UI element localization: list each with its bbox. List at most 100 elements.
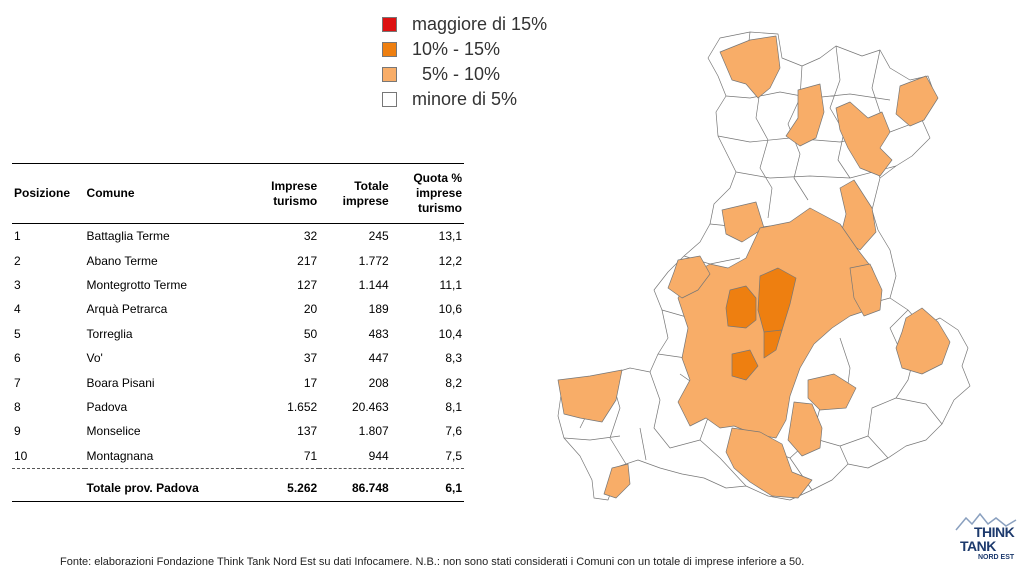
table-row: 4 Arquà Petrarca 20 189 10,6 [12, 297, 464, 321]
legend-item-under-5: minore di 5% [382, 87, 547, 112]
cell-total-blank [12, 474, 85, 502]
cell-comune: Padova [86, 399, 128, 414]
table-header-row: Posizione Comune Imprese turismo Totale … [12, 163, 464, 224]
cell-comune: Torreglia [86, 326, 133, 341]
legend-item-5-10: 5% - 10% [382, 62, 547, 87]
cell-comune: Arquà Petrarca [86, 302, 168, 317]
cell-posizione: 6 [14, 351, 21, 366]
source-note: Fonte: elaborazioni Fondazione Think Tan… [60, 556, 805, 568]
comune-medium [807, 373, 857, 411]
cell-quota: 8,3 [445, 351, 462, 366]
table-row: 3 Montegrotto Terme 127 1.144 11,1 [12, 273, 464, 297]
header-imprese-turismo: Imprese turismo [239, 164, 319, 224]
cell-quota: 12,2 [438, 253, 462, 268]
cell-imprese-turismo: 1.652 [287, 399, 318, 414]
legend-swatch-white [382, 92, 397, 107]
table-row: 8 Padova 1.652 20.463 8,1 [12, 395, 464, 419]
legend-item-over-15: maggiore di 15% [382, 12, 547, 37]
cell-comune: Battaglia Terme [86, 229, 170, 244]
cell-totale-imprese: 1.772 [358, 253, 389, 268]
padova-province-map [557, 31, 971, 501]
comune-medium [895, 75, 939, 127]
comune-medium [785, 83, 825, 147]
cell-imprese-turismo: 137 [297, 424, 318, 439]
cell-posizione: 1 [14, 229, 21, 244]
legend-swatch-red [382, 17, 397, 32]
comune-medium [719, 35, 781, 99]
cell-totale-imprese: 447 [368, 351, 389, 366]
cell-imprese-turismo: 71 [238, 443, 320, 469]
cell-total-label: Totale prov. Padova [84, 474, 239, 502]
cell-totale-imprese: 208 [368, 375, 389, 390]
comune-medium-southwest [557, 369, 623, 423]
cell-imprese-turismo: 20 [303, 302, 318, 317]
cell-comune: Vo' [86, 351, 103, 366]
cell-imprese-turismo: 50 [303, 326, 318, 341]
legend-label: maggiore di 15% [412, 14, 548, 34]
think-tank-logo: THINK TANK NORD EST [954, 512, 1020, 568]
cell-quota: 10,6 [438, 302, 462, 317]
header-totale-imprese: Totale imprese [319, 164, 390, 224]
map-legend: maggiore di 15% 10% - 15% 5% - 10% minor… [382, 12, 547, 112]
comune-high-battaglia [763, 329, 783, 359]
table-row: 1 Battaglia Terme 32 245 13,1 [12, 224, 464, 249]
legend-swatch-light-orange [382, 67, 397, 82]
comune-medium [849, 263, 883, 317]
header-posizione: Posizione [14, 186, 71, 200]
header-text: imprese [342, 193, 389, 208]
header-quota: Quota % imprese turismo [391, 164, 464, 224]
comune-medium-west [667, 255, 711, 299]
header-text: Imprese [271, 178, 318, 193]
cell-totale-imprese: 1.144 [358, 277, 389, 292]
cell-comune: Monselice [86, 424, 141, 439]
cell-totale-imprese: 483 [368, 326, 389, 341]
table-row: 9 Monselice 137 1.807 7,6 [12, 419, 464, 443]
cell-totale-imprese: 245 [368, 229, 389, 244]
cell-totale-imprese: 20.463 [351, 399, 389, 414]
logo-text-tank: TANK [960, 538, 996, 554]
cell-posizione: 5 [14, 326, 21, 341]
cell-comune: Boara Pisani [86, 375, 155, 390]
cell-comune: Montagnana [84, 443, 239, 469]
cell-posizione: 10 [12, 443, 85, 469]
cell-total-quota: 6,1 [390, 474, 464, 502]
cell-total-totale: 86.748 [319, 474, 391, 502]
header-text: Quota % [413, 171, 462, 185]
legend-item-10-15: 10% - 15% [382, 37, 547, 62]
cell-quota: 7,6 [445, 424, 462, 439]
comune-medium-east [895, 307, 951, 375]
table-row: 2 Abano Terme 217 1.772 12,2 [12, 248, 464, 272]
header-text: turismo [273, 193, 318, 208]
comune-medium [603, 463, 631, 499]
mountain-icon [955, 512, 1017, 531]
comune-high-arqua [731, 349, 759, 381]
cell-imprese-turismo: 127 [297, 277, 318, 292]
logo-text-think: THINK [974, 524, 1015, 540]
cell-quota: 7,5 [390, 443, 464, 469]
cell-totale-imprese: 189 [368, 302, 389, 317]
cell-imprese-turismo: 32 [303, 229, 318, 244]
cell-imprese-turismo: 37 [303, 351, 318, 366]
header-comune: Comune [86, 186, 135, 200]
comune-medium [839, 179, 877, 251]
comune-medium-south [725, 427, 813, 499]
table-total-row: Totale prov. Padova 5.262 86.748 6,1 [12, 474, 464, 502]
header-text: Totale [354, 178, 389, 193]
cell-posizione: 8 [14, 399, 21, 414]
header-text: turismo [417, 201, 462, 215]
comune-medium [787, 401, 823, 457]
cell-comune: Montegrotto Terme [86, 277, 188, 292]
logo-text-nord-est: NORD EST [978, 554, 1015, 561]
cell-imprese-turismo: 17 [303, 375, 318, 390]
cell-totale-imprese: 944 [319, 443, 391, 469]
cell-totale-imprese: 1.807 [358, 424, 389, 439]
table-row: 5 Torreglia 50 483 10,4 [12, 322, 464, 346]
legend-label: minore di 5% [412, 89, 518, 109]
cell-comune: Abano Terme [86, 253, 158, 268]
table-row: 7 Boara Pisani 17 208 8,2 [12, 370, 464, 394]
cell-posizione: 7 [14, 375, 21, 390]
legend-label: 5% - 10% [412, 64, 501, 84]
cell-posizione: 3 [14, 277, 21, 292]
header-text: imprese [415, 186, 462, 200]
comune-high-abano [725, 285, 757, 329]
